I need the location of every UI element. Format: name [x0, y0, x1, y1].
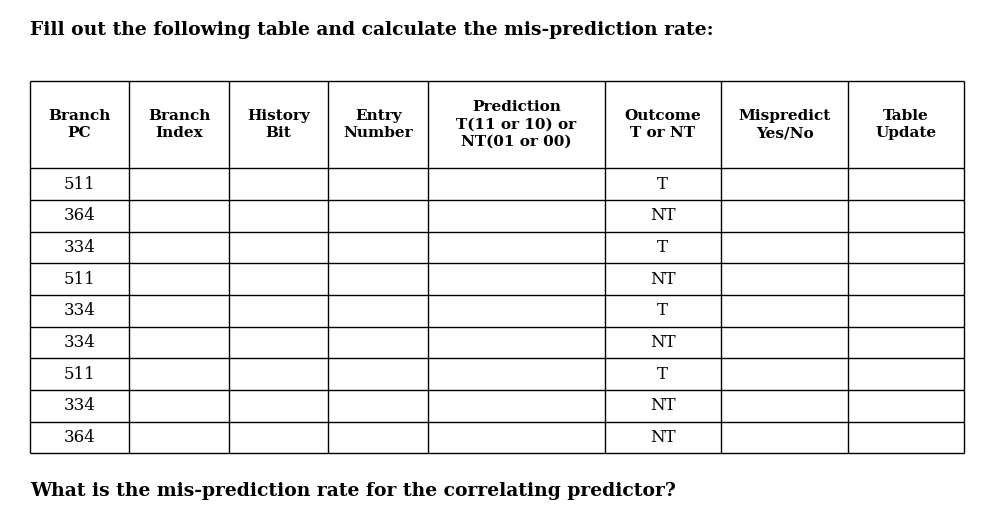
- Text: Prediction
T(11 or 10) or
NT(01 or 00): Prediction T(11 or 10) or NT(01 or 00): [456, 100, 577, 149]
- Text: Table
Update: Table Update: [876, 109, 936, 140]
- Text: Branch
Index: Branch Index: [148, 109, 211, 140]
- Text: NT: NT: [650, 334, 676, 351]
- Text: NT: NT: [650, 270, 676, 288]
- Text: NT: NT: [650, 398, 676, 414]
- Text: T: T: [657, 239, 668, 256]
- Text: 511: 511: [64, 176, 95, 193]
- Text: Fill out the following table and calculate the mis-prediction rate:: Fill out the following table and calcula…: [30, 21, 714, 39]
- Text: T: T: [657, 366, 668, 382]
- Text: NT: NT: [650, 207, 676, 225]
- Text: Outcome
T or NT: Outcome T or NT: [624, 109, 701, 140]
- Text: Entry
Number: Entry Number: [343, 109, 413, 140]
- Text: NT: NT: [650, 429, 676, 446]
- Text: Branch
PC: Branch PC: [49, 109, 110, 140]
- Text: What is the mis-prediction rate for the correlating predictor?: What is the mis-prediction rate for the …: [30, 482, 676, 500]
- Text: Mispredict
Yes/No: Mispredict Yes/No: [739, 109, 831, 140]
- Text: 334: 334: [64, 302, 95, 319]
- Text: 364: 364: [64, 207, 95, 225]
- Text: 334: 334: [64, 239, 95, 256]
- Text: History
Bit: History Bit: [248, 109, 310, 140]
- Text: 511: 511: [64, 366, 95, 382]
- Text: T: T: [657, 176, 668, 193]
- Text: 334: 334: [64, 398, 95, 414]
- Text: T: T: [657, 302, 668, 319]
- Text: 334: 334: [64, 334, 95, 351]
- Text: 364: 364: [64, 429, 95, 446]
- Text: 511: 511: [64, 270, 95, 288]
